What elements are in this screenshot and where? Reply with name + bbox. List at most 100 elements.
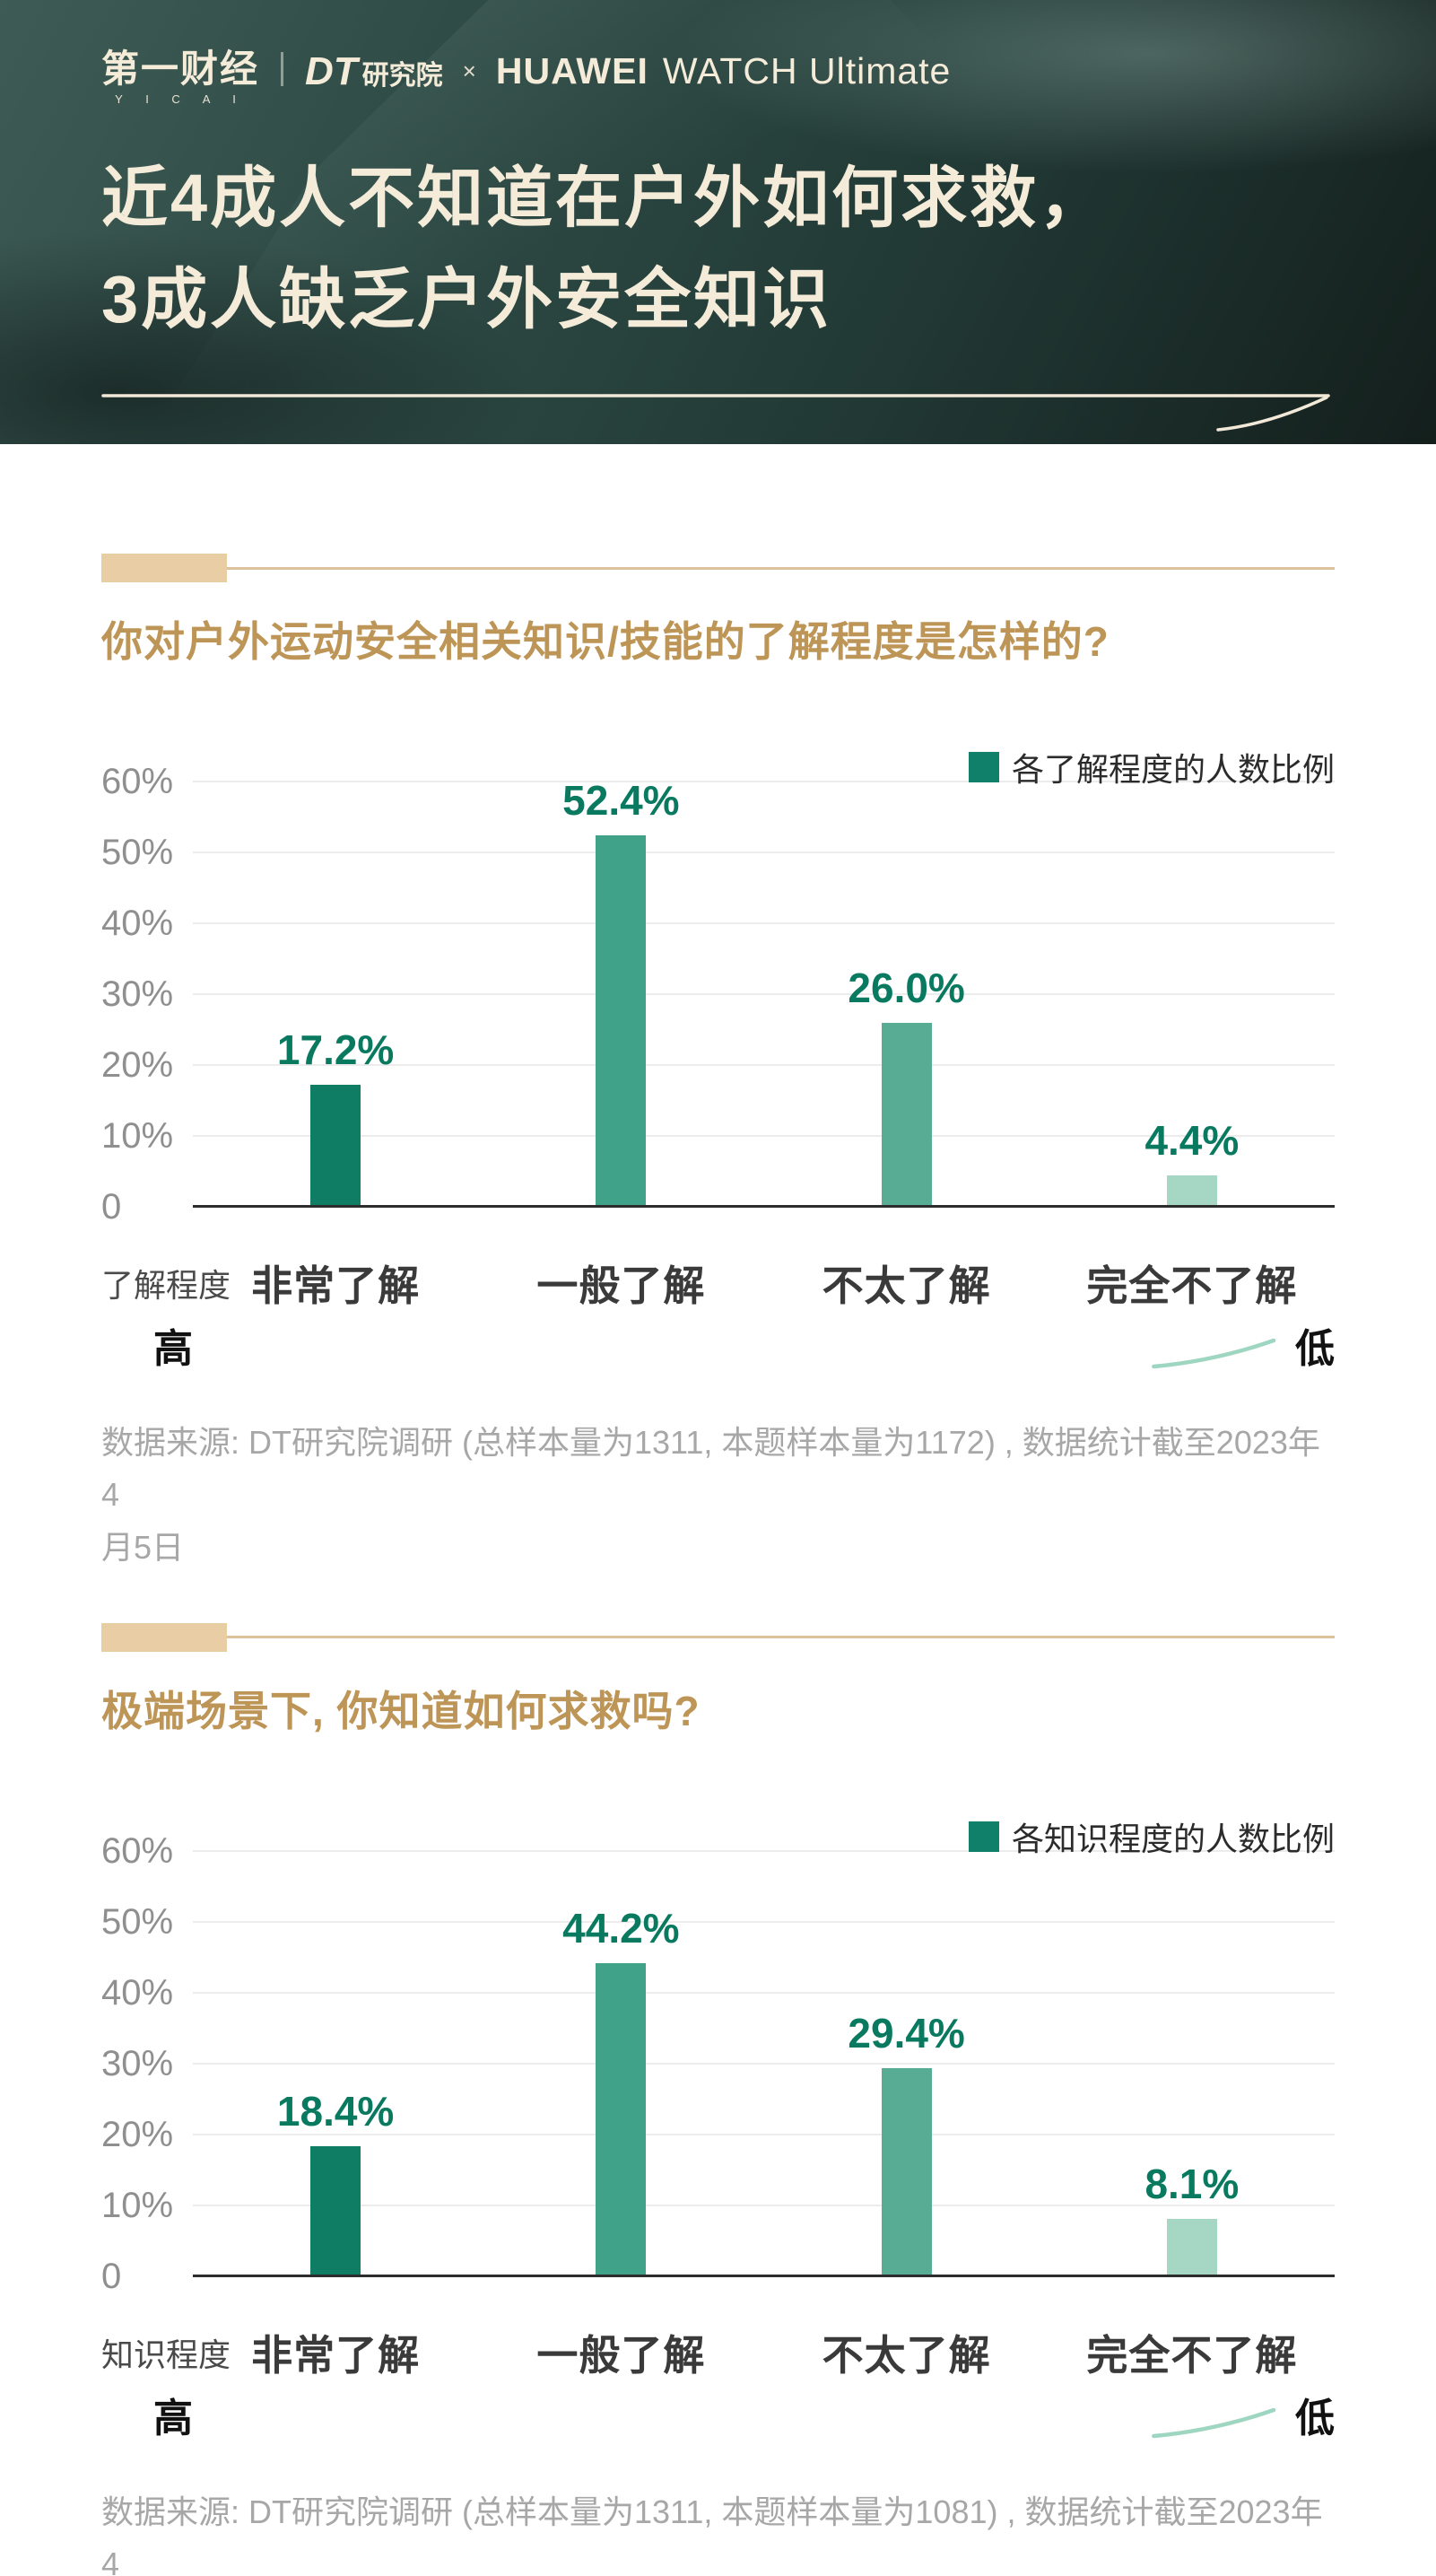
x-axis-baseline [193,2274,1335,2277]
section-rescue-knowledge: 极端场景下, 你知道如何求救吗? 各知识程度的人数比例 0 10% 20% 30% 40… [101,1622,1335,2576]
scale-low-label: 低 [1295,2396,1335,2441]
y-tick-label: 40% [101,904,174,944]
bar-一般了解 [596,1962,647,2276]
bar-完全不了解 [1166,2218,1217,2276]
bar-一般了解 [596,835,647,1207]
logo-divider [281,52,284,86]
bar-非常了解 [310,1085,361,1207]
source-line1: 数据来源: DT研究院调研 (总样本量为1311, 本题样本量为1172) , … [101,1424,1320,1514]
gridline [193,1920,1335,1923]
chart-1: 各了解程度的人数比例 0 10% 20% 30% 40% 50% 60% 17.2% 52.4%… [101,744,1335,1370]
gridline [193,781,1335,782]
scale-high-label: 高 [153,1327,193,1371]
category-label: 一般了解 [536,2331,706,2379]
gridline [193,2133,1335,2135]
gridline [193,993,1335,995]
huawei-watch-logo: HUAWEI WATCH Ultimate [496,50,952,92]
y-tick-label: 30% [101,974,174,1014]
chart-2-plot: 0 10% 20% 30% 40% 50% 60% 18.4% 44.2% 29.4% 8.1% [101,1833,1335,2294]
bar-不太了解 [881,1022,932,1207]
y-tick-label: 10% [101,2185,174,2225]
gridline [193,1849,1335,1852]
bar-value-label: 29.4% [848,2009,965,2056]
y-tick-label: 30% [101,2043,174,2083]
section-1-title: 你对户外运动安全相关知识/技能的了解程度是怎样的? [101,618,1110,665]
source-line1: 数据来源: DT研究院调研 (总样本量为1311, 本题样本量为1081) , … [101,2493,1323,2576]
page-title-line1: 近4成人不知道在户外如何求救， [101,161,1109,235]
y-tick-label: 0 [101,2256,122,2296]
section-1-header-rule [101,554,1335,582]
yicai-logo: 第一财经 Y I C A I [101,48,260,107]
bar-value-label: 44.2% [562,1904,680,1952]
y-tick-label: 10% [101,1116,174,1157]
bar-value-label: 18.4% [276,2087,395,2135]
legend-swatch-icon [968,752,999,782]
bar-value-label: 4.4% [1144,1117,1240,1165]
section-knowledge-level: 你对户外运动安全相关知识/技能的了解程度是怎样的? 各了解程度的人数比例 0 10… [101,554,1335,1574]
y-tick-label: 0 [101,1187,122,1227]
gridline [193,922,1335,925]
gridline [193,1064,1335,1067]
section-1-gold-tab [101,554,227,582]
legend-swatch-icon [968,1821,999,1852]
scale-low-label: 低 [1295,1327,1335,1371]
category-label: 不太了解 [822,2331,991,2379]
bar-不太了解 [881,2067,932,2276]
bar-value-label: 17.2% [276,1026,395,1074]
title-underline-flourish [101,387,1335,433]
scale-high-label: 高 [153,2396,193,2441]
gridline [193,1991,1335,1994]
category-label: 完全不了解 [1086,1262,1298,1309]
section-2-gold-tab [101,1622,227,1652]
yicai-logo-text: 第一财经 [101,48,260,90]
y-tick-label: 40% [101,1972,174,2013]
bar-value-label: 8.1% [1144,2160,1240,2207]
chart-1-plot: 0 10% 20% 30% 40% 50% 60% 17.2% 52.4% 26.0% 4.4% [101,764,1335,1225]
y-tick-label: 60% [101,762,174,801]
gridline [193,1135,1335,1138]
section-2-title: 极端场景下, 你知道如何求救吗? [101,1687,701,1734]
chart-1-data-source: 数据来源: DT研究院调研 (总样本量为1311, 本题样本量为1172) , … [101,1417,1335,1574]
y-tick-label: 60% [101,1830,174,1871]
dt-institute-logo: DT 研究院 [305,52,443,92]
huawei-logo-text: HUAWEI [495,50,648,92]
partner-logos: 第一财经 Y I C A I DT 研究院 × HUAWEI WATCH Ult… [101,0,1335,107]
chart-2-legend-label: 各知识程度的人数比例 [1011,1820,1335,1857]
bar-value-label: 26.0% [848,964,965,1011]
category-label: 一般了解 [536,1262,706,1309]
category-label: 完全不了解 [1086,2331,1298,2379]
chart-2-high-low-scale: 高 低 [153,2398,1335,2440]
bar-value-label: 52.4% [562,777,680,825]
main-content: 你对户外运动安全相关知识/技能的了解程度是怎样的? 各了解程度的人数比例 0 10… [0,444,1436,2576]
page-title: 近4成人不知道在户外如何求救， 3成人缺乏户外安全知识 [101,147,1335,350]
y-tick-label: 50% [101,833,174,872]
section-1-rule-line [227,566,1335,570]
gradient-arrow-line [207,1329,1281,1370]
source-line2: 月5日 [101,1528,185,1566]
chart-1-axis-name: 了解程度 [101,1267,231,1304]
dt-logo-mark: DT [305,49,358,93]
chart-1-legend: 各了解程度的人数比例 [101,744,1335,790]
gradient-arrow-line [207,2398,1281,2440]
watch-ultimate-text: WATCH Ultimate [662,50,952,92]
gridline [193,2204,1335,2206]
chart-1-legend-label: 各了解程度的人数比例 [1011,751,1335,788]
section-2-header-rule [101,1622,1335,1652]
chart-2-data-source: 数据来源: DT研究院调研 (总样本量为1311, 本题样本量为1081) , … [101,2486,1335,2576]
y-tick-label: 20% [101,1045,174,1086]
bar-完全不了解 [1166,1175,1217,1207]
chart-2-category-axis: 知识程度 非常了解 一般了解 不太了解 完全不了解 [101,2323,1335,2382]
chart-2-legend: 各知识程度的人数比例 [101,1813,1335,1860]
chart-1-high-low-scale: 高 低 [153,1329,1335,1370]
x-axis-baseline [193,1205,1335,1208]
dt-logo-suffix: 研究院 [361,61,443,91]
section-2-rule-line [227,1636,1335,1639]
chart-1-category-axis: 了解程度 非常了解 一般了解 不太了解 完全不了解 [101,1253,1335,1313]
hero-header: 第一财经 Y I C A I DT 研究院 × HUAWEI WATCH Ult… [0,0,1436,444]
category-label: 非常了解 [251,2331,421,2379]
chart-2: 各知识程度的人数比例 0 10% 20% 30% 40% 50% 60% 18.4% 44.2%… [101,1813,1335,2440]
page-title-line2: 3成人缺乏户外安全知识 [101,262,832,337]
category-label: 不太了解 [822,1262,991,1309]
y-tick-label: 50% [101,1901,174,1942]
multiply-sign: × [462,57,476,84]
